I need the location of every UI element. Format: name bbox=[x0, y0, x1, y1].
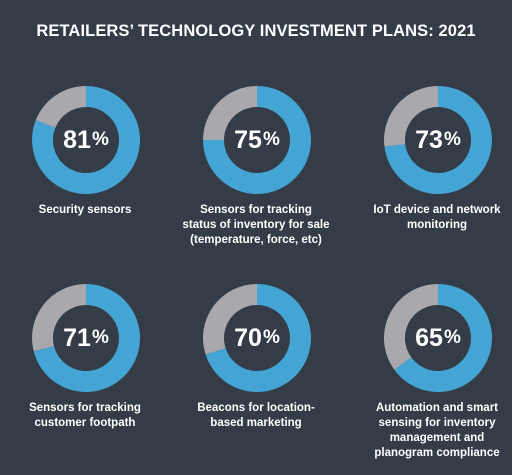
donut-chart: 70% bbox=[203, 284, 311, 392]
donut-chart: 81% bbox=[32, 86, 140, 194]
donut-category-label: Sensors for tracking customer footpath bbox=[29, 402, 141, 429]
donut-svg bbox=[32, 284, 140, 392]
donut-item: 71% Sensors for tracking customer footpat… bbox=[0, 284, 170, 474]
chart-title: RETAILERS’ TECHNOLOGY INVESTMENT PLANS: … bbox=[36, 22, 476, 40]
donut-slice-remaining bbox=[203, 284, 257, 355]
donut-category-label: Beacons for location- based marketing bbox=[197, 402, 315, 429]
donut-svg bbox=[32, 86, 140, 194]
donut-value-unit: % bbox=[262, 327, 280, 348]
donut-chart: 73% bbox=[384, 86, 492, 194]
donut-slice-value bbox=[32, 86, 140, 194]
donut-value-unit: % bbox=[443, 327, 461, 348]
donut-slice-value bbox=[203, 86, 311, 194]
donut-value-number: 75 bbox=[234, 125, 262, 154]
donut-chart: 65% bbox=[384, 284, 492, 392]
donut-value-unit: % bbox=[91, 129, 109, 150]
donut-value-number: 81 bbox=[63, 125, 91, 154]
donut-value-number: 71 bbox=[63, 323, 91, 352]
donut-value-unit: % bbox=[91, 327, 109, 348]
donut-slice-value bbox=[384, 86, 492, 194]
donut-chart: 71% bbox=[32, 284, 140, 392]
donut-svg bbox=[203, 284, 311, 392]
donut-category-label: Automation and smart sensing for invento… bbox=[374, 402, 500, 459]
donut-value-label: 70% bbox=[203, 284, 311, 392]
donut-slice-value bbox=[205, 284, 311, 392]
donut-svg bbox=[384, 284, 492, 392]
donut-slice-remaining bbox=[384, 284, 438, 370]
donut-value-number: 65 bbox=[415, 323, 443, 352]
donut-value-unit: % bbox=[443, 129, 461, 150]
donut-value-number: 70 bbox=[234, 323, 262, 352]
donut-item: 65% Automation and smart sensing for inve… bbox=[352, 284, 512, 474]
donut-value-label: 75% bbox=[203, 86, 311, 194]
donut-value-label: 65% bbox=[384, 284, 492, 392]
donut-value-label: 81% bbox=[32, 86, 140, 194]
donut-chart: 75% bbox=[203, 86, 311, 194]
donut-item: 75% Sensors for tracking status of invent… bbox=[171, 86, 341, 276]
donut-item: 81% Security sensors bbox=[0, 86, 170, 276]
donut-slice-remaining bbox=[32, 284, 86, 352]
donut-value-label: 73% bbox=[384, 86, 492, 194]
donut-slice-remaining bbox=[203, 86, 257, 140]
donut-category-label: IoT device and network monitoring bbox=[373, 204, 501, 231]
donut-value-label: 71% bbox=[32, 284, 140, 392]
donut-svg bbox=[384, 86, 492, 194]
donut-value-number: 73 bbox=[415, 125, 443, 154]
donut-slice-value bbox=[394, 284, 492, 392]
donut-slice-value bbox=[33, 284, 140, 392]
donut-slice-remaining bbox=[35, 86, 86, 128]
donut-slice-remaining bbox=[384, 86, 438, 147]
donut-category-label: Security sensors bbox=[38, 204, 132, 216]
donut-value-unit: % bbox=[262, 129, 280, 150]
donut-svg bbox=[203, 86, 311, 194]
donut-category-label: Sensors for tracking status of inventory… bbox=[182, 204, 330, 246]
donut-item: 70% Beacons for location- based marketing bbox=[171, 284, 341, 474]
donut-item: 73% IoT device and network monitoring bbox=[352, 86, 512, 276]
